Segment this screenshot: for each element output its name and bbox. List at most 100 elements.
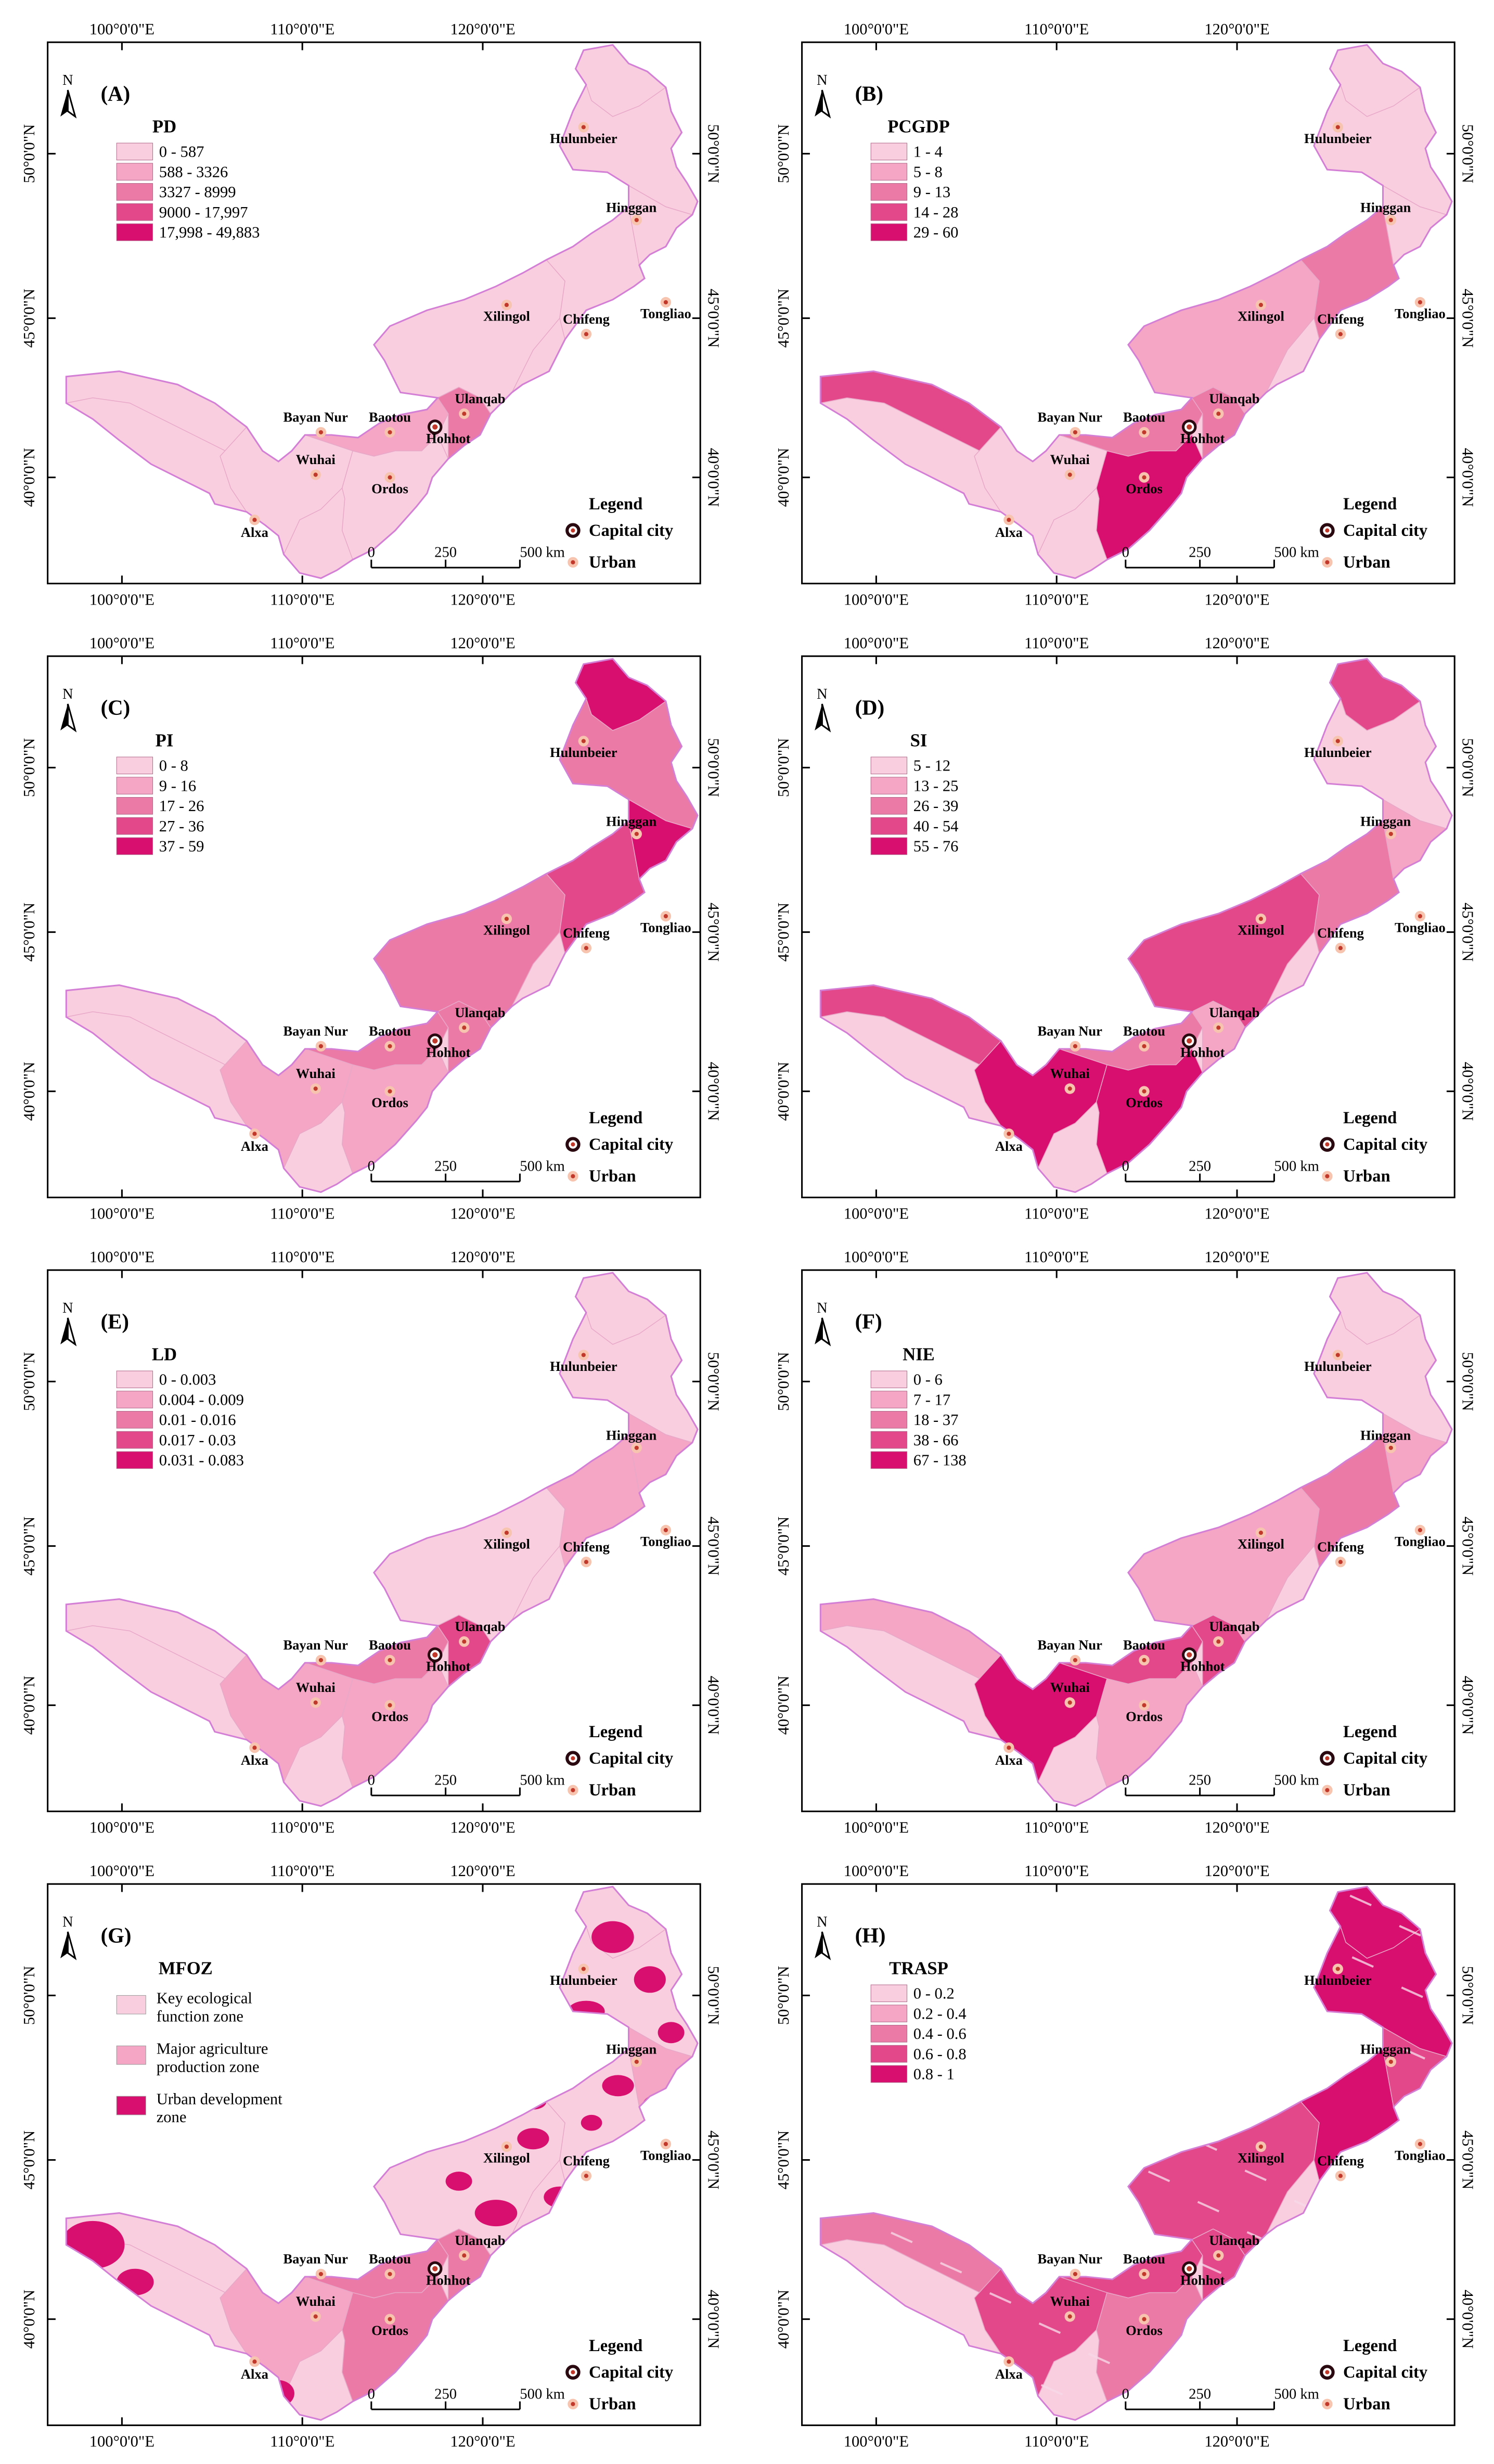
scale-bar-label: 0 [1122,1159,1129,1175]
panel-label: (A) [101,82,131,105]
city-label: Hulunbeier [550,1972,617,1988]
scale-bar-label: 0 [368,545,375,561]
latitude-label-right: 45°0'0"N [1459,1517,1477,1575]
urban-marker-center [462,2253,467,2258]
urban-marker-center [1073,1044,1077,1048]
latitude-label-right: 50°0'0"N [1459,738,1477,797]
legend-class-label: 0.6 - 0.8 [913,2045,967,2063]
terrain-hatch [1088,2353,1111,2365]
city-label: Chifeng [563,2153,610,2168]
legend-swatch [870,143,908,161]
urban-marker-center [318,1044,323,1048]
urban-marker-center [663,1528,668,1533]
scale-bar: 0 250 500 km [1122,545,1319,569]
latitude-label-left: 50°0'0"N [20,124,38,183]
scale-bar: 0 250 500 km [368,2386,565,2410]
scale-bar-label: 0 [1122,2386,1129,2403]
urban-marker-center [1388,831,1393,836]
city-label: Hinggan [606,200,657,215]
map-legend: Legend Capital city Urban [565,495,673,572]
longitude-label-bottom: 100°0'0"E [89,2432,154,2450]
urban-marker-center [581,1967,586,1971]
urban-marker-center [584,332,588,337]
urban-marker-center [504,1531,509,1535]
urban-marker-center [1338,332,1343,337]
province-boundary [65,658,699,1194]
terrain-hatch [1401,1986,1423,1998]
class-legend: NIE 0 - 6 7 - 17 18 - 37 38 - 66 67 - 138 [870,1344,967,1469]
map-panel-h: 100°0'0"E 110°0'0"E 120°0'0"E 100°0'0"E 110°… [775,1862,1476,2450]
map-legend-title: Legend [1343,1109,1397,1127]
city-label: Xilingol [483,2150,530,2166]
legend-swatch [870,1411,908,1429]
map-legend-title: Legend [589,495,642,514]
urban-zone-patch [602,2075,634,2097]
urban-legend-icon-center [571,2402,575,2406]
city-label: Wuhai [1050,1066,1090,1081]
north-arrow-icon: N [60,72,77,119]
latitude-label-left: 40°0'0"N [20,448,38,507]
terrain-hatch [1148,2171,1170,2183]
urban-marker-center [313,2314,318,2319]
legend-swatch [870,223,908,241]
map-legend: Legend Capital city Urban [1320,495,1427,572]
city-label: Bayan Nur [283,2251,348,2267]
city-label: Alxa [241,2366,268,2382]
longitude-label-bottom: 110°0'0"E [1024,2432,1089,2450]
capital-legend-label: Capital city [589,521,673,540]
urban-marker-center [1067,1700,1072,1705]
legend-swatch [116,1995,146,2014]
urban-marker-center [1258,2145,1263,2149]
city-label: Alxa [995,2366,1023,2382]
class-legend: PCGDP 1 - 4 5 - 8 9 - 13 14 - 28 29 - 60 [870,117,958,241]
urban-marker-center [1142,1658,1147,1662]
north-arrow-icon: N [60,686,77,733]
panel-label: (H) [855,1923,886,1947]
city-label: Ordos [371,1095,408,1110]
urban-marker-center [1216,1025,1221,1030]
latitude-label-left: 45°0'0"N [20,2131,38,2189]
capital-legend-label: Capital city [1343,521,1427,540]
legend-swatch [116,817,153,835]
map-area: Hulunbeier Hinggan Xilingol Tongliao Chifeng… [65,1885,699,2421]
urban-zone-patch [581,2114,602,2131]
legend-class-label: 5 - 8 [913,163,943,181]
urban-marker-center [318,430,323,434]
north-arrow-left-half [60,1932,68,1958]
urban-legend-icon-center [1325,560,1330,564]
urban-marker-center [318,2272,323,2276]
north-arrow-left-half [815,1932,822,1958]
city-label: Ordos [1126,481,1163,496]
capital-city-marker-center [432,1652,438,1658]
longitude-label-bottom: 120°0'0"E [450,1818,515,1836]
north-arrow-icon: N [815,1300,831,1346]
terrain-hatch [1197,2201,1220,2213]
capital-legend-icon-center [571,1756,575,1761]
city-label: Ulanqab [455,2232,505,2248]
urban-marker-center [313,472,318,477]
urban-marker-center [1258,917,1263,921]
urban-marker-center [663,2141,668,2147]
terrain-hatch [1403,2048,1425,2060]
scale-bar-label: 500 km [1274,545,1319,561]
city-label: Hulunbeier [550,745,617,760]
panel-label: (C) [101,696,131,719]
urban-marker-center [318,1658,323,1662]
north-arrow-left-half [60,90,68,117]
legend-class-label: Urban development [157,2090,283,2108]
latitude-label-left: 40°0'0"N [775,1676,792,1735]
city-label: Xilingol [483,1536,530,1552]
urban-marker-center [1338,2174,1343,2178]
city-label: Hinggan [1360,2042,1411,2057]
legend-swatch [870,756,908,775]
urban-marker-center [1007,518,1011,522]
urban-marker-center [634,831,639,836]
legend-swatch [116,777,153,794]
latitude-label-right: 45°0'0"N [1459,903,1477,961]
city-label: Wuhai [296,452,336,467]
map-area: Hulunbeier Hinggan Xilingol Tongliao Chifeng… [65,44,699,580]
city-label: Hohhot [1180,430,1225,446]
legend-swatch [870,777,908,794]
city-label: Tongliao [1395,2148,1446,2163]
legend-swatch [116,797,153,815]
